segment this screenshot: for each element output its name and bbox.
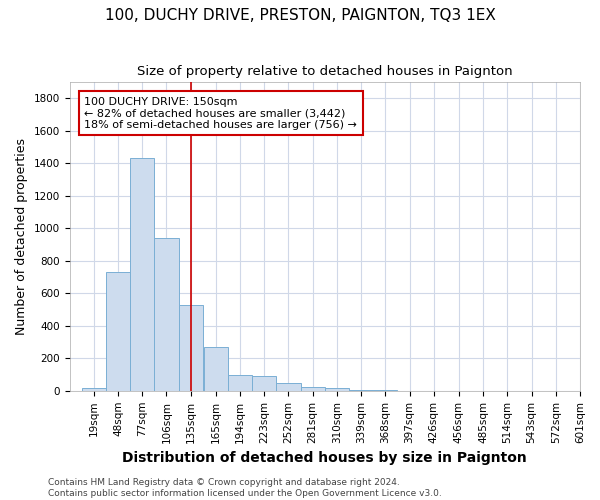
Bar — [252, 376, 277, 391]
Bar — [179, 304, 203, 391]
Bar — [130, 158, 154, 391]
Bar — [154, 238, 179, 391]
Bar — [203, 347, 228, 391]
Bar — [325, 388, 349, 391]
Bar — [301, 387, 325, 391]
Y-axis label: Number of detached properties: Number of detached properties — [15, 138, 28, 335]
Bar — [349, 390, 373, 391]
Text: Contains HM Land Registry data © Crown copyright and database right 2024.
Contai: Contains HM Land Registry data © Crown c… — [48, 478, 442, 498]
Bar — [228, 374, 252, 391]
Bar — [82, 388, 106, 391]
Bar — [106, 272, 130, 391]
Text: 100 DUCHY DRIVE: 150sqm
← 82% of detached houses are smaller (3,442)
18% of semi: 100 DUCHY DRIVE: 150sqm ← 82% of detache… — [84, 96, 357, 130]
Title: Size of property relative to detached houses in Paignton: Size of property relative to detached ho… — [137, 65, 512, 78]
Bar — [277, 382, 301, 391]
X-axis label: Distribution of detached houses by size in Paignton: Distribution of detached houses by size … — [122, 451, 527, 465]
Text: 100, DUCHY DRIVE, PRESTON, PAIGNTON, TQ3 1EX: 100, DUCHY DRIVE, PRESTON, PAIGNTON, TQ3… — [104, 8, 496, 22]
Bar — [373, 390, 397, 391]
